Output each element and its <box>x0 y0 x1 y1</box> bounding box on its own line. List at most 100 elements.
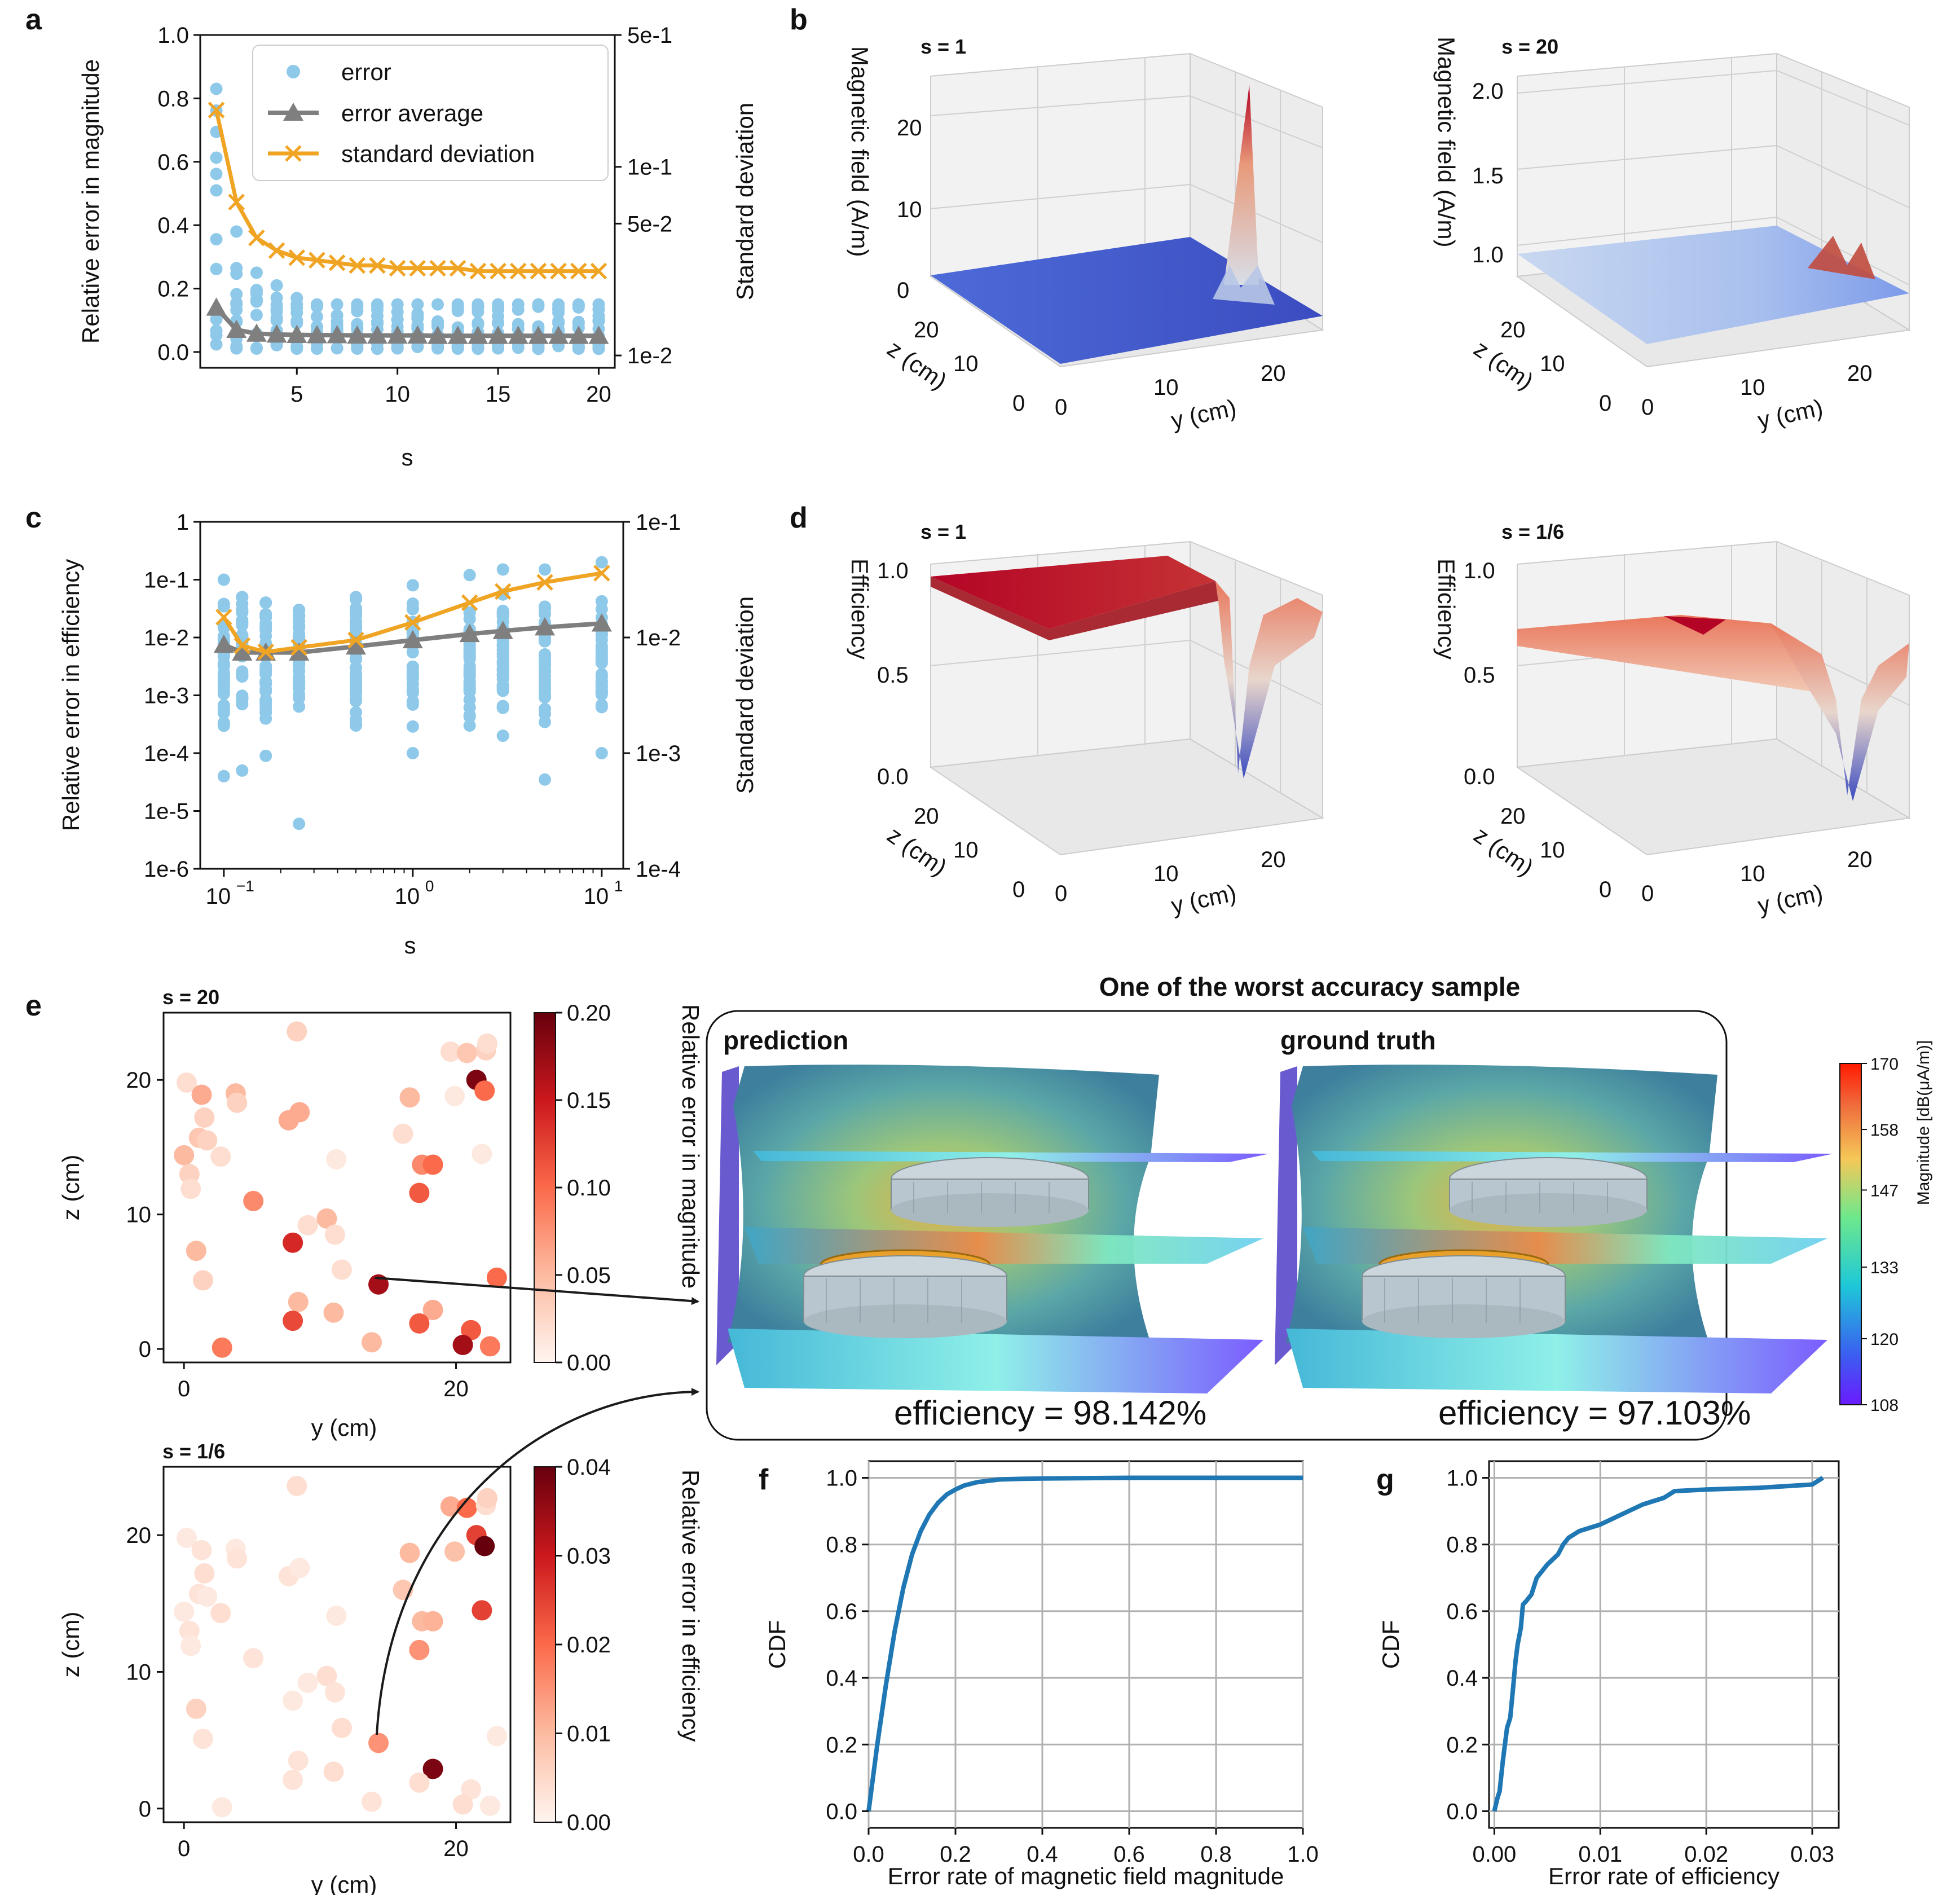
panel-b2-xtick-20: 20 <box>1500 318 1526 342</box>
panel-a-ytick-right: 1e-1 <box>627 155 672 180</box>
error-location-point <box>210 1603 231 1624</box>
std-marker <box>461 594 478 612</box>
error-location-point <box>486 1726 507 1747</box>
error-point <box>350 706 363 719</box>
error-point <box>293 610 306 623</box>
error-location-point <box>461 1779 482 1800</box>
error-point <box>472 301 485 314</box>
error-average-marker <box>534 617 555 636</box>
error-location-point <box>456 1043 477 1063</box>
error-location-point <box>440 1041 461 1062</box>
panel-a-ytick: 0.8 <box>157 86 189 111</box>
error-average-marker <box>492 621 513 639</box>
error-point <box>391 313 404 326</box>
std-marker <box>494 583 512 600</box>
panel-e-ytick: 0 <box>139 1337 151 1362</box>
error-point <box>512 303 525 316</box>
error-point <box>463 719 476 732</box>
error-location-point <box>287 1021 307 1042</box>
error-point <box>463 643 476 656</box>
error-point <box>293 692 306 705</box>
panel-g-ytick: 0.2 <box>1446 1733 1478 1757</box>
panel-e2-chart: s = 1/6 0 20 0 10 20 y (cm) z (cm) 0.00 0.01 0… <box>58 1440 704 1895</box>
panel-a-xtick: 20 <box>586 382 611 407</box>
panel-b1-xtick-10: 10 <box>953 351 979 376</box>
error-point <box>217 679 230 692</box>
error-point <box>492 342 505 355</box>
error-point <box>431 298 444 311</box>
error-location-point <box>444 1541 465 1562</box>
panel-g-xtick: 0.00 <box>1472 1842 1516 1867</box>
sample-truth-label: ground truth <box>1280 1026 1436 1055</box>
panel-d2-ytick-0: 0 <box>1641 881 1654 906</box>
error-point <box>595 680 608 693</box>
sample-prediction-plane-bottom <box>728 1329 1263 1393</box>
error-point <box>595 628 608 641</box>
panel-d2-zlabel: Efficiency <box>1433 559 1460 659</box>
error-point <box>463 669 476 682</box>
error-location-point <box>452 1794 473 1815</box>
error-point <box>451 300 464 313</box>
std-marker <box>530 262 547 280</box>
panel-b1-ytick-10: 10 <box>1153 375 1179 400</box>
error-point <box>492 303 505 316</box>
error-point <box>230 296 243 309</box>
error-point <box>595 556 608 569</box>
error-location-point <box>316 1665 337 1686</box>
panel-f-ytick: 0.4 <box>826 1666 857 1691</box>
panel-f-frame <box>867 1460 1304 1829</box>
error-point <box>236 615 249 628</box>
panel-a-ytick-right: 1e-2 <box>627 344 672 368</box>
panel-c-ytick: 1e-3 <box>144 684 189 709</box>
panel-d2-xtick-0: 0 <box>1599 877 1611 902</box>
std-marker <box>208 102 225 118</box>
panel-d1-ytick-20: 20 <box>1261 847 1286 872</box>
panel-e1-ylabel: z (cm) <box>58 1155 84 1221</box>
panel-a-ylabel: Relative error in magnitude <box>77 59 104 344</box>
error-point <box>293 665 306 678</box>
error-location-point <box>399 1542 420 1563</box>
error-point <box>492 317 505 330</box>
panel-c-ylabel: Relative error in efficiency <box>58 559 84 831</box>
panel-e-colorbar-tick: 0.00 <box>567 1810 611 1835</box>
error-location-point <box>289 1558 310 1579</box>
panel-g-xtick: 0.01 <box>1578 1842 1622 1867</box>
std-marker <box>469 262 487 280</box>
error-point <box>406 698 419 711</box>
error-point <box>350 678 363 691</box>
panel-d1-xtick-20: 20 <box>914 804 939 829</box>
panel-b1-surface: s = 1 Magnetic field (A/m) 20 10 0 20 10… <box>847 35 1324 434</box>
std-marker <box>349 257 366 274</box>
panel-c-xtick: 10 <box>395 884 420 909</box>
error-average-marker <box>387 325 408 344</box>
panel-f-xtick: 0.8 <box>1200 1842 1232 1867</box>
sample-colorbar-tick: 133 <box>1870 1259 1899 1277</box>
panel-b2-xtick-0: 0 <box>1599 391 1611 416</box>
panel-d2-ztick-0: 0.0 <box>1464 764 1495 789</box>
error-location-point <box>422 1611 443 1632</box>
std-marker <box>309 252 325 269</box>
error-location-point <box>287 1475 307 1496</box>
error-average-marker <box>213 634 234 653</box>
panel-b2-ztick-1: 1.0 <box>1472 243 1504 267</box>
error-location-point <box>472 1144 492 1164</box>
panel-g-xlabel: Error rate of efficiency <box>1548 1863 1780 1889</box>
panel-f-xtick: 0.0 <box>853 1842 884 1867</box>
error-point <box>411 312 424 325</box>
panel-d2-ytick-20: 20 <box>1847 847 1873 872</box>
panel-d2-ztick-1: 1.0 <box>1464 559 1495 583</box>
error-point <box>406 646 419 659</box>
panel-b2-ytick-0: 0 <box>1641 395 1654 420</box>
error-point <box>259 596 272 609</box>
error-point <box>595 657 608 670</box>
panel-e-ytick: 10 <box>126 1660 152 1685</box>
panel-g-ylabel: CDF <box>1377 1620 1404 1669</box>
panel-a-frame <box>199 34 616 369</box>
panel-e-colorbar-tick: 0.01 <box>567 1722 611 1747</box>
panel-c-ytick-right: 1e-4 <box>636 857 681 882</box>
error-location-point <box>440 1496 461 1517</box>
panel-b1-xlabel: z (cm) <box>883 335 952 394</box>
panel-f-ylabel: CDF <box>764 1620 790 1669</box>
error-point <box>538 689 551 702</box>
panel-a-ytick: 0.6 <box>157 150 189 175</box>
